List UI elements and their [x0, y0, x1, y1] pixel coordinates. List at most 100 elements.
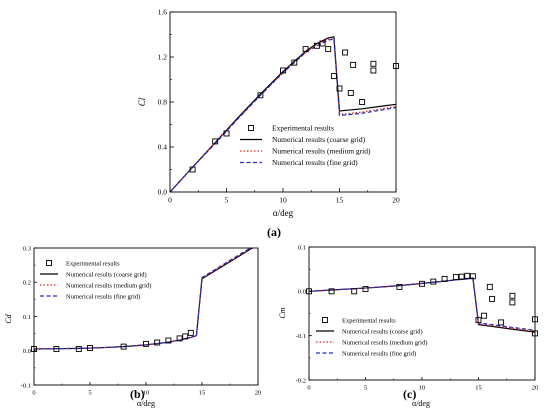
data-point-marker: [441, 275, 448, 282]
data-point-marker: [458, 273, 465, 280]
legend-entry-label: Numerical results (coarse grid): [342, 328, 423, 335]
x-tick-label: 15: [199, 390, 206, 397]
data-point-marker: [342, 49, 349, 56]
data-point-marker: [396, 283, 403, 290]
legend-entry-label: Numerical results (fine grid): [342, 350, 416, 357]
data-point-marker: [313, 42, 320, 49]
data-point-marker: [120, 343, 127, 350]
y-tick-label: 0.0: [298, 289, 306, 296]
y-axis-label: Cm: [278, 307, 287, 318]
data-point-marker: [347, 90, 354, 96]
series-line-dashed: [34, 248, 252, 350]
data-point-marker: [87, 345, 93, 351]
legend: Experimental results Numerical results (c…: [240, 124, 371, 167]
y-tick-label: 0.1: [298, 244, 306, 251]
legend-entry-label: Experimental results: [66, 260, 120, 267]
data-point-marker: [336, 85, 343, 92]
legend-entry-label: Experimental results: [342, 317, 396, 324]
chart-panel-0: 0 5 10 15 20 0.0 0.4 0.8 1.2 1.6 Cl α/deg (a) Experim…: [137, 8, 400, 239]
data-point-marker: [291, 59, 298, 66]
x-tick-label: 20: [532, 385, 539, 392]
data-point-marker: [509, 292, 516, 299]
y-tick-label: 1.2: [158, 53, 168, 62]
x-tick-label: 0: [32, 390, 35, 397]
data-point-marker: [509, 299, 516, 306]
panel-label: (b): [130, 387, 145, 401]
legend-entry-label: Numerical results (medium grid): [272, 147, 371, 156]
x-axis-label: α/deg: [273, 208, 294, 218]
data-point-marker: [319, 40, 326, 47]
x-tick-label: 15: [336, 196, 344, 205]
data-point-marker: [189, 166, 196, 173]
x-axis-label: α/deg: [137, 399, 155, 408]
legend: Experimental results Numerical results (c…: [40, 260, 151, 300]
y-tick-label: 0.2: [23, 280, 31, 287]
x-tick-label: 5: [364, 385, 367, 392]
data-point-marker: [330, 73, 337, 80]
data-point-marker: [419, 280, 425, 287]
y-axis-label: Cl: [137, 97, 147, 106]
data-point-marker: [302, 46, 309, 53]
x-tick-label: 5: [88, 390, 91, 397]
data-point-marker: [359, 99, 366, 105]
series-line-solid: [170, 36, 396, 192]
y-tick-label: 0.8: [158, 98, 168, 107]
x-tick-label: 20: [255, 390, 262, 397]
chart-panel-2: 0 5 10 15 20 -0.2 -0.1 0.0 0.1 Cm α/deg(c) Experime…: [278, 244, 538, 408]
data-point-marker: [75, 346, 82, 352]
y-tick-label: -0.2: [296, 377, 306, 384]
y-axis-label: Cd: [4, 313, 13, 323]
y-tick-label: 0.0: [23, 348, 31, 355]
y-tick-label: 0.3: [23, 245, 31, 252]
legend-entry-label: Numerical results (fine grid): [66, 293, 140, 300]
x-tick-label: 5: [225, 196, 229, 205]
legend: Experimental results Numerical results (c…: [316, 317, 427, 357]
data-point-marker: [351, 288, 358, 295]
data-point-marker: [370, 60, 377, 67]
y-tick-label: -0.1: [21, 382, 31, 389]
legend-marker: [248, 125, 254, 131]
legend-entry-label: Numerical results (fine grid): [272, 158, 358, 167]
panel-label: (c): [403, 387, 416, 401]
chart-panel-1: 0 5 10 15 20 -0.1 0.0 0.1 0.2 0.3 Cd α/deg(b) Experi…: [4, 245, 262, 408]
data-point-marker: [452, 274, 459, 281]
legend-entry-label: Numerical results (coarse grid): [66, 271, 147, 278]
data-point-marker: [328, 288, 335, 295]
data-point-marker: [257, 92, 264, 99]
y-tick-label: 1.6: [158, 8, 168, 17]
data-point-marker: [154, 339, 161, 346]
legend-entry-label: Numerical results (medium grid): [342, 339, 427, 346]
series-line-dashed: [170, 38, 396, 192]
data-point-marker: [481, 312, 488, 319]
x-tick-label: 0: [307, 385, 310, 392]
panel-label: (a): [267, 225, 281, 239]
x-tick-label: 15: [475, 385, 482, 392]
legend-marker: [46, 260, 52, 266]
legend-entry-label: Experimental results: [272, 124, 334, 133]
plot-frame: [33, 247, 259, 386]
data-point-marker: [182, 333, 189, 340]
legend-entry-label: Numerical results (coarse grid): [272, 135, 366, 144]
data-point-marker: [143, 340, 149, 347]
data-point-marker: [469, 273, 476, 280]
data-point-marker: [212, 138, 219, 145]
x-tick-label: 10: [143, 390, 150, 397]
data-point-marker: [486, 283, 493, 290]
x-tick-label: 20: [392, 196, 400, 205]
data-point-marker: [187, 329, 194, 336]
data-point-marker: [223, 130, 230, 137]
x-tick-label: 10: [279, 196, 287, 205]
series-line-dotted: [170, 38, 396, 192]
data-point-marker: [489, 295, 496, 302]
data-point-marker: [176, 335, 183, 342]
x-tick-label: 10: [419, 385, 426, 392]
data-point-marker: [464, 272, 471, 279]
data-point-marker: [498, 319, 505, 326]
data-point-marker: [350, 61, 357, 68]
legend-entry-label: Numerical results (medium grid): [66, 282, 151, 289]
data-point-marker: [280, 67, 286, 74]
series-line-dotted: [309, 277, 535, 332]
data-point-marker: [430, 278, 437, 285]
y-tick-label: 0.0: [158, 188, 168, 197]
